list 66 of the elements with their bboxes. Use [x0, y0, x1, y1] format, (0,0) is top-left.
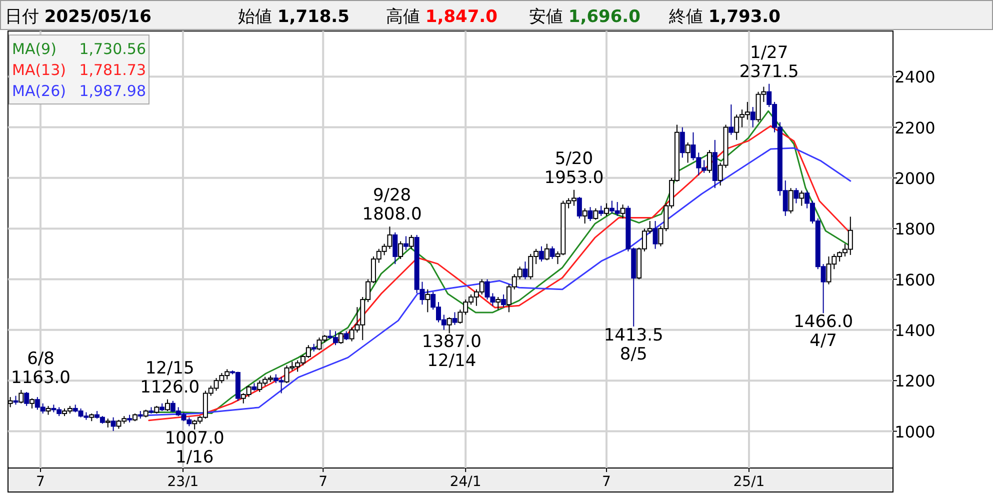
- annotation: 6/8 1163.0: [11, 348, 70, 388]
- annotation: 1387.0 12/14: [422, 332, 482, 372]
- y-tick-label: 1800: [894, 220, 936, 239]
- x-tick-label: 7: [602, 474, 611, 490]
- candlestick: [544, 243, 550, 261]
- candlestick: [338, 332, 344, 344]
- annotation: 12/15 1126.0: [140, 358, 200, 398]
- candlestick: [408, 234, 414, 250]
- annotation: 1413.5 8/5: [604, 326, 664, 365]
- text: 安値 1,696.0: [529, 7, 641, 27]
- x-tick-label: 23/1: [167, 474, 199, 490]
- candlestick: [576, 196, 582, 219]
- candlestick: [501, 294, 506, 308]
- x-tick-label: 24/1: [450, 474, 482, 490]
- candlestick: [452, 312, 458, 326]
- candlestick: [446, 316, 452, 334]
- annotation: 1007.0 1/16: [164, 428, 224, 468]
- y-tick-label: 1400: [894, 320, 936, 340]
- candlestick: [750, 106, 756, 128]
- candlestick: [30, 398, 35, 409]
- candlestick: [652, 220, 658, 250]
- candlestick: [110, 416, 116, 432]
- candlestick: [582, 208, 588, 224]
- y-tick-label: 2000: [894, 168, 936, 188]
- y-tick-label: 1200: [894, 372, 936, 391]
- candlestick: [685, 142, 690, 164]
- candlestick: [398, 240, 404, 260]
- candlestick: [604, 202, 610, 216]
- x-tick-label: 7: [318, 474, 328, 490]
- candlestick: [522, 261, 528, 280]
- x-tick-label: 25/1: [733, 474, 765, 490]
- annotation: 5/20 1953.0: [544, 148, 604, 188]
- y-tick-label: 1000: [894, 422, 936, 442]
- candlestick: [24, 392, 30, 406]
- candlestick: [496, 296, 501, 310]
- text: MA(9) 1,730.56: [12, 40, 146, 58]
- candlestick: [728, 104, 734, 136]
- candlestick: [593, 208, 598, 220]
- candlestick: [680, 126, 685, 158]
- candlestick: [392, 232, 398, 265]
- y-tick-label: 2400: [894, 68, 936, 87]
- candlestick: [598, 205, 604, 216]
- candlestick: [550, 246, 555, 260]
- annotation: 9/28 1808.0: [362, 186, 422, 225]
- text: 始値 1,718.5: [238, 7, 350, 27]
- text: MA(13) 1,781.73: [12, 61, 146, 79]
- x-tick-label: 7: [36, 474, 45, 490]
- candlestick: [18, 389, 24, 404]
- annotation: 1/27 2371.5: [739, 42, 799, 82]
- candlestick: [425, 288, 430, 313]
- y-tick-label: 1600: [894, 270, 936, 290]
- candlestick: [706, 150, 712, 174]
- candlestick: [620, 204, 626, 219]
- text: 高値 1,847.0: [386, 7, 498, 27]
- annotation: 1466.0 4/7: [794, 312, 854, 352]
- candlestick: [799, 190, 804, 206]
- candlestick: [788, 188, 794, 214]
- text: 終値 1,793.0: [668, 7, 781, 27]
- text: 日付 2025/05/16: [5, 7, 152, 27]
- text: MA(26) 1,987.98: [12, 82, 146, 100]
- y-tick-label: 2200: [894, 118, 936, 138]
- candlestick: [403, 236, 408, 251]
- candlestick: [588, 206, 593, 222]
- candlestick: [794, 188, 799, 204]
- candlestick: [165, 398, 170, 412]
- candlestick: [538, 246, 544, 262]
